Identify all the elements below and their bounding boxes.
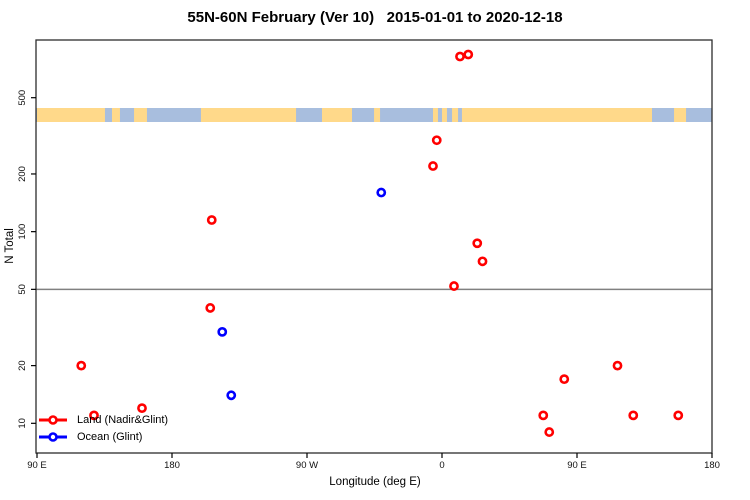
- data-point-land: [428, 161, 438, 171]
- legend-label-ocean: Ocean (Glint): [77, 431, 143, 443]
- data-point-land: [449, 281, 459, 291]
- x-tick-label: 90 W: [296, 460, 318, 471]
- data-point-land: [89, 410, 99, 421]
- chart-title: 55N-60N February (Ver 10) 2015-01-01 to …: [187, 9, 563, 26]
- data-point-land: [544, 427, 555, 437]
- data-point-land: [431, 135, 442, 146]
- legend: Land (Nadir&Glint) Ocean (Glint): [38, 412, 168, 445]
- legend-marker-ocean: [48, 432, 58, 442]
- data-point-land: [628, 410, 639, 421]
- y-tick-label: 20: [17, 360, 28, 371]
- y-tick-label: 100: [17, 224, 28, 240]
- x-axis-label: Longitude (deg E): [329, 476, 421, 488]
- x-tick-label: 0: [439, 460, 444, 471]
- legend-symbol-ocean: [39, 432, 67, 442]
- legend-label-land: Land (Nadir&Glint): [77, 414, 169, 426]
- map-strip-land-segment: [461, 108, 652, 122]
- legend-marker-land: [48, 415, 58, 425]
- data-point-land: [559, 374, 570, 385]
- data-point-land: [472, 238, 483, 249]
- map-strip-land-segment: [200, 108, 297, 122]
- legend-symbol-land: [39, 415, 67, 425]
- y-tick-label: 10: [17, 418, 28, 429]
- map-strip-land-segment: [374, 108, 381, 122]
- y-tick-label: 500: [17, 90, 28, 106]
- data-point-land: [76, 360, 87, 371]
- map-strip-land-segment: [134, 108, 147, 122]
- data-point-land: [612, 360, 623, 371]
- map-strip-land-segment: [674, 108, 687, 122]
- data-point-land: [455, 51, 465, 62]
- map-strip-land-segment: [452, 108, 459, 122]
- map-strip-land-segment: [433, 108, 438, 122]
- legend-item-ocean: Ocean (Glint): [38, 429, 168, 445]
- map-strip-land-segment: [112, 108, 120, 122]
- data-point-ocean: [226, 390, 237, 401]
- x-tick-label: 180: [704, 460, 720, 471]
- x-tick-label: 90 E: [567, 460, 587, 471]
- data-point-land: [673, 410, 684, 421]
- x-tick-label: 90 E: [27, 460, 47, 471]
- map-strip-land-segment: [442, 108, 447, 122]
- y-tick-label: 200: [17, 166, 28, 182]
- data-point-land: [137, 403, 147, 414]
- x-tick-label: 180: [164, 460, 180, 471]
- legend-item-land: Land (Nadir&Glint): [38, 412, 168, 428]
- plot-frame: [35, 39, 713, 454]
- data-point-ocean: [376, 187, 387, 198]
- data-point-land: [206, 215, 217, 225]
- data-point-land: [463, 49, 474, 60]
- y-tick-label: 50: [17, 284, 28, 295]
- map-strip-land-segment: [37, 108, 105, 122]
- data-point-land: [477, 256, 488, 267]
- y-axis-label: N Total: [4, 228, 16, 264]
- map-strip-land-segment: [322, 108, 352, 122]
- data-point-ocean: [217, 326, 228, 337]
- data-point-land: [538, 410, 549, 421]
- data-point-land: [205, 303, 216, 313]
